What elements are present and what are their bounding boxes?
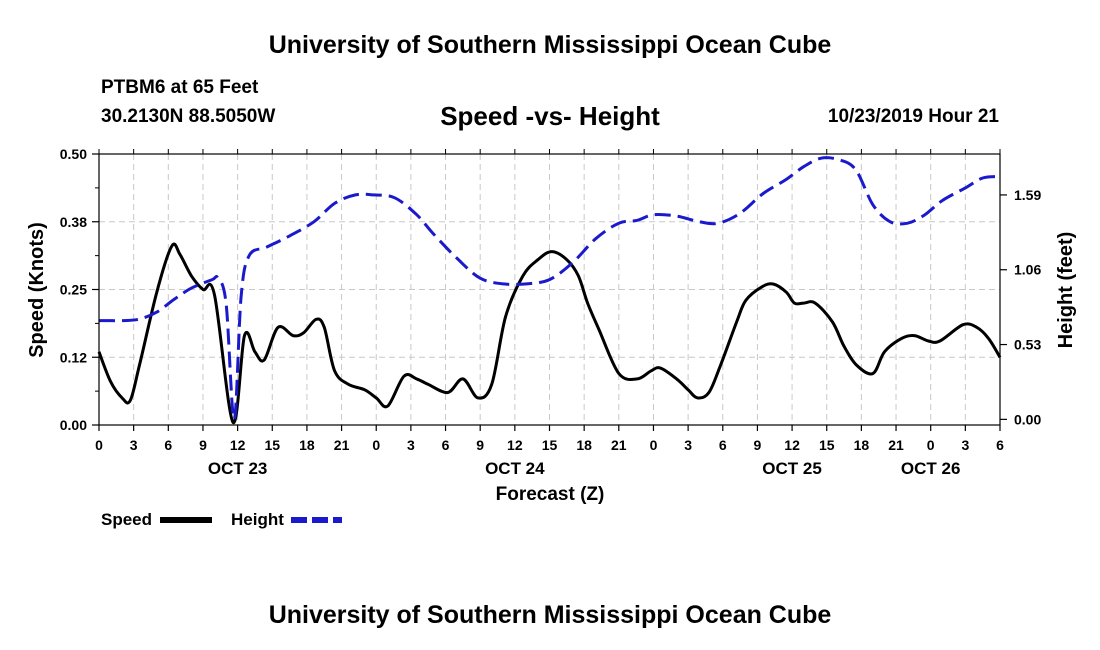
x-tick-label-19: 9 (754, 437, 762, 453)
y-tick-label-3: 0.38 (60, 214, 87, 230)
day-label-1: OCT 24 (485, 459, 545, 478)
day-label-2: OCT 25 (762, 459, 822, 478)
legend: Speed Height (101, 510, 342, 529)
y-tick-label-4: 0.50 (60, 146, 87, 162)
x-tick-label-3: 9 (199, 437, 207, 453)
x-tick-label-18: 6 (719, 437, 727, 453)
x-tick-label-12: 12 (507, 437, 523, 453)
y2-tick-label-2: 1.06 (1014, 262, 1041, 278)
y2-tick-label-0: 0.00 (1014, 411, 1041, 427)
legend-label-speed: Speed (101, 510, 152, 529)
y-tick-label-1: 0.12 (60, 349, 87, 365)
x-tick-label-25: 3 (961, 437, 969, 453)
x-tick-label-17: 3 (684, 437, 692, 453)
x-axis-label: Forecast (Z) (496, 484, 605, 505)
grid-lines (99, 154, 1000, 425)
axis-ticks: 0.00 0.12 0.25 0.38 0.50 0.00 0.53 1.06 1.59 0 3 6 9… (60, 146, 1042, 478)
series-line-height (98, 156, 1001, 421)
y2-tick-label-1: 0.53 (1014, 337, 1041, 353)
series-line-speed (97, 242, 1002, 424)
legend-label-height: Height (231, 510, 284, 529)
station-label: PTBM6 at 65 Feet (101, 77, 259, 98)
coordinates-label: 30.2130N 88.5050W (101, 106, 276, 127)
y-tick-label-2: 0.25 (60, 282, 87, 298)
x-tick-label-15: 21 (611, 437, 627, 453)
x-tick-label-2: 6 (164, 437, 172, 453)
x-tick-label-13: 15 (542, 437, 558, 453)
x-tick-label-11: 9 (476, 437, 484, 453)
x-tick-label-26: 6 (996, 437, 1004, 453)
day-label-3: OCT 26 (901, 459, 961, 478)
y2-axis-label: Height (feet) (1055, 232, 1077, 349)
chart-title: Speed -vs- Height (440, 101, 660, 131)
x-tick-label-20: 12 (784, 437, 800, 453)
x-tick-label-16: 0 (650, 437, 658, 453)
x-tick-label-24: 0 (927, 437, 935, 453)
bottom-title: University of Southern Mississippi Ocean… (268, 601, 832, 629)
y-tick-label-0: 0.00 (60, 417, 87, 433)
x-tick-label-9: 3 (407, 437, 415, 453)
x-tick-label-5: 15 (264, 437, 280, 453)
x-tick-label-23: 21 (888, 437, 904, 453)
forecast-date-label: 10/23/2019 Hour 21 (827, 106, 999, 127)
y-axis-label: Speed (Knots) (26, 222, 48, 358)
x-tick-label-0: 0 (95, 437, 103, 453)
series-layer (97, 156, 1002, 424)
x-tick-label-7: 21 (334, 437, 350, 453)
y2-tick-label-3: 1.59 (1014, 187, 1041, 203)
x-tick-label-10: 6 (442, 437, 450, 453)
day-label-0: OCT 23 (208, 459, 268, 478)
x-tick-label-8: 0 (372, 437, 380, 453)
x-tick-label-14: 18 (576, 437, 592, 453)
x-tick-label-6: 18 (299, 437, 315, 453)
top-title: University of Southern Mississippi Ocean… (268, 31, 832, 59)
x-tick-label-22: 18 (854, 437, 870, 453)
x-tick-label-4: 12 (230, 437, 246, 453)
x-tick-label-21: 15 (819, 437, 835, 453)
x-tick-label-1: 3 (130, 437, 138, 453)
